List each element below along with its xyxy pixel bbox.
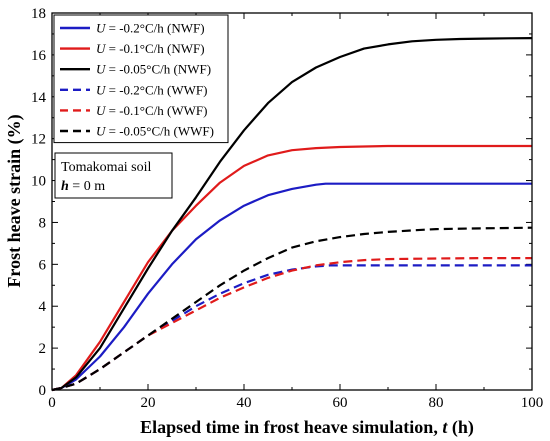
- legend-label: U = -0.2°C/h (NWF): [96, 21, 205, 36]
- legend-frame: [53, 14, 229, 144]
- annotation-line-2: h = 0 m: [61, 179, 105, 194]
- legend-text: = -0.05°C/h (WWF): [105, 124, 214, 139]
- y-tick-label: 0: [39, 383, 47, 399]
- legend-label: U = -0.05°C/h (NWF): [96, 62, 211, 77]
- x-axis-label: Elapsed time in frost heave simulation, …: [140, 417, 474, 438]
- legend-label: U = -0.05°C/h (WWF): [96, 124, 214, 139]
- annotation-value: = 0 m: [69, 179, 105, 194]
- series-line-3: [51, 37, 533, 392]
- legend-label: U = -0.2°C/h (WWF): [96, 82, 207, 97]
- legend-text: = -0.2°C/h (WWF): [105, 82, 207, 97]
- annotation-box: Tomakomai soil h = 0 m: [54, 152, 173, 199]
- y-tick-label: 18: [31, 6, 46, 22]
- x-axis-label-unit: (h): [447, 417, 474, 438]
- legend-text: = -0.1°C/h (WWF): [105, 103, 207, 118]
- x-tick-label: 0: [48, 395, 56, 411]
- y-tick-label: 6: [39, 257, 47, 273]
- legend-text: = -0.05°C/h (NWF): [105, 62, 211, 77]
- series-line-1: [51, 182, 532, 392]
- x-tick-label: 60: [333, 395, 348, 411]
- x-axis-label-var: t: [442, 417, 448, 437]
- series-line-4: [51, 264, 532, 392]
- series-line-2: [51, 144, 532, 392]
- y-axis-label: Frost heave strain (%): [4, 114, 25, 287]
- legend-var: U: [96, 21, 107, 36]
- series-lines: [51, 37, 533, 392]
- y-tick-label: 12: [31, 132, 46, 148]
- annotation-var: h: [61, 179, 69, 194]
- legend-var: U: [96, 82, 107, 97]
- y-tick-label: 16: [31, 48, 47, 64]
- legend-label: U = -0.1°C/h (NWF): [96, 41, 205, 56]
- y-tick-label: 14: [31, 90, 47, 106]
- legend-var: U: [96, 124, 107, 139]
- x-tick-label: 100: [521, 395, 544, 411]
- legend-var: U: [96, 62, 107, 77]
- legend-label: U = -0.1°C/h (WWF): [96, 103, 207, 118]
- legend-text: = -0.1°C/h (NWF): [105, 41, 204, 56]
- legend-text: = -0.2°C/h (NWF): [105, 21, 204, 36]
- series-line-6: [51, 226, 533, 392]
- y-tick-label: 8: [39, 215, 47, 231]
- y-tick-label: 4: [39, 299, 47, 315]
- x-axis-label-main: Elapsed time in frost heave simulation,: [140, 417, 442, 437]
- legend: U = -0.2°C/h (NWF)U = -0.1°C/h (NWF)U = …: [53, 14, 229, 144]
- plot-frame: [51, 12, 533, 391]
- legend-var: U: [96, 103, 107, 118]
- annotation-line-1: Tomakomai soil: [61, 160, 152, 175]
- x-tick-label: 40: [237, 395, 252, 411]
- y-tick-label: 10: [31, 174, 46, 190]
- legend-var: U: [96, 41, 107, 56]
- tick-labels: 0 20 40 60 80 100 0 2 4 6 8 10 12 14 16 18: [31, 6, 543, 411]
- y-tick-label: 2: [39, 341, 47, 357]
- x-tick-label: 20: [141, 395, 156, 411]
- series-line-5: [51, 257, 532, 392]
- x-tick-label: 80: [429, 395, 444, 411]
